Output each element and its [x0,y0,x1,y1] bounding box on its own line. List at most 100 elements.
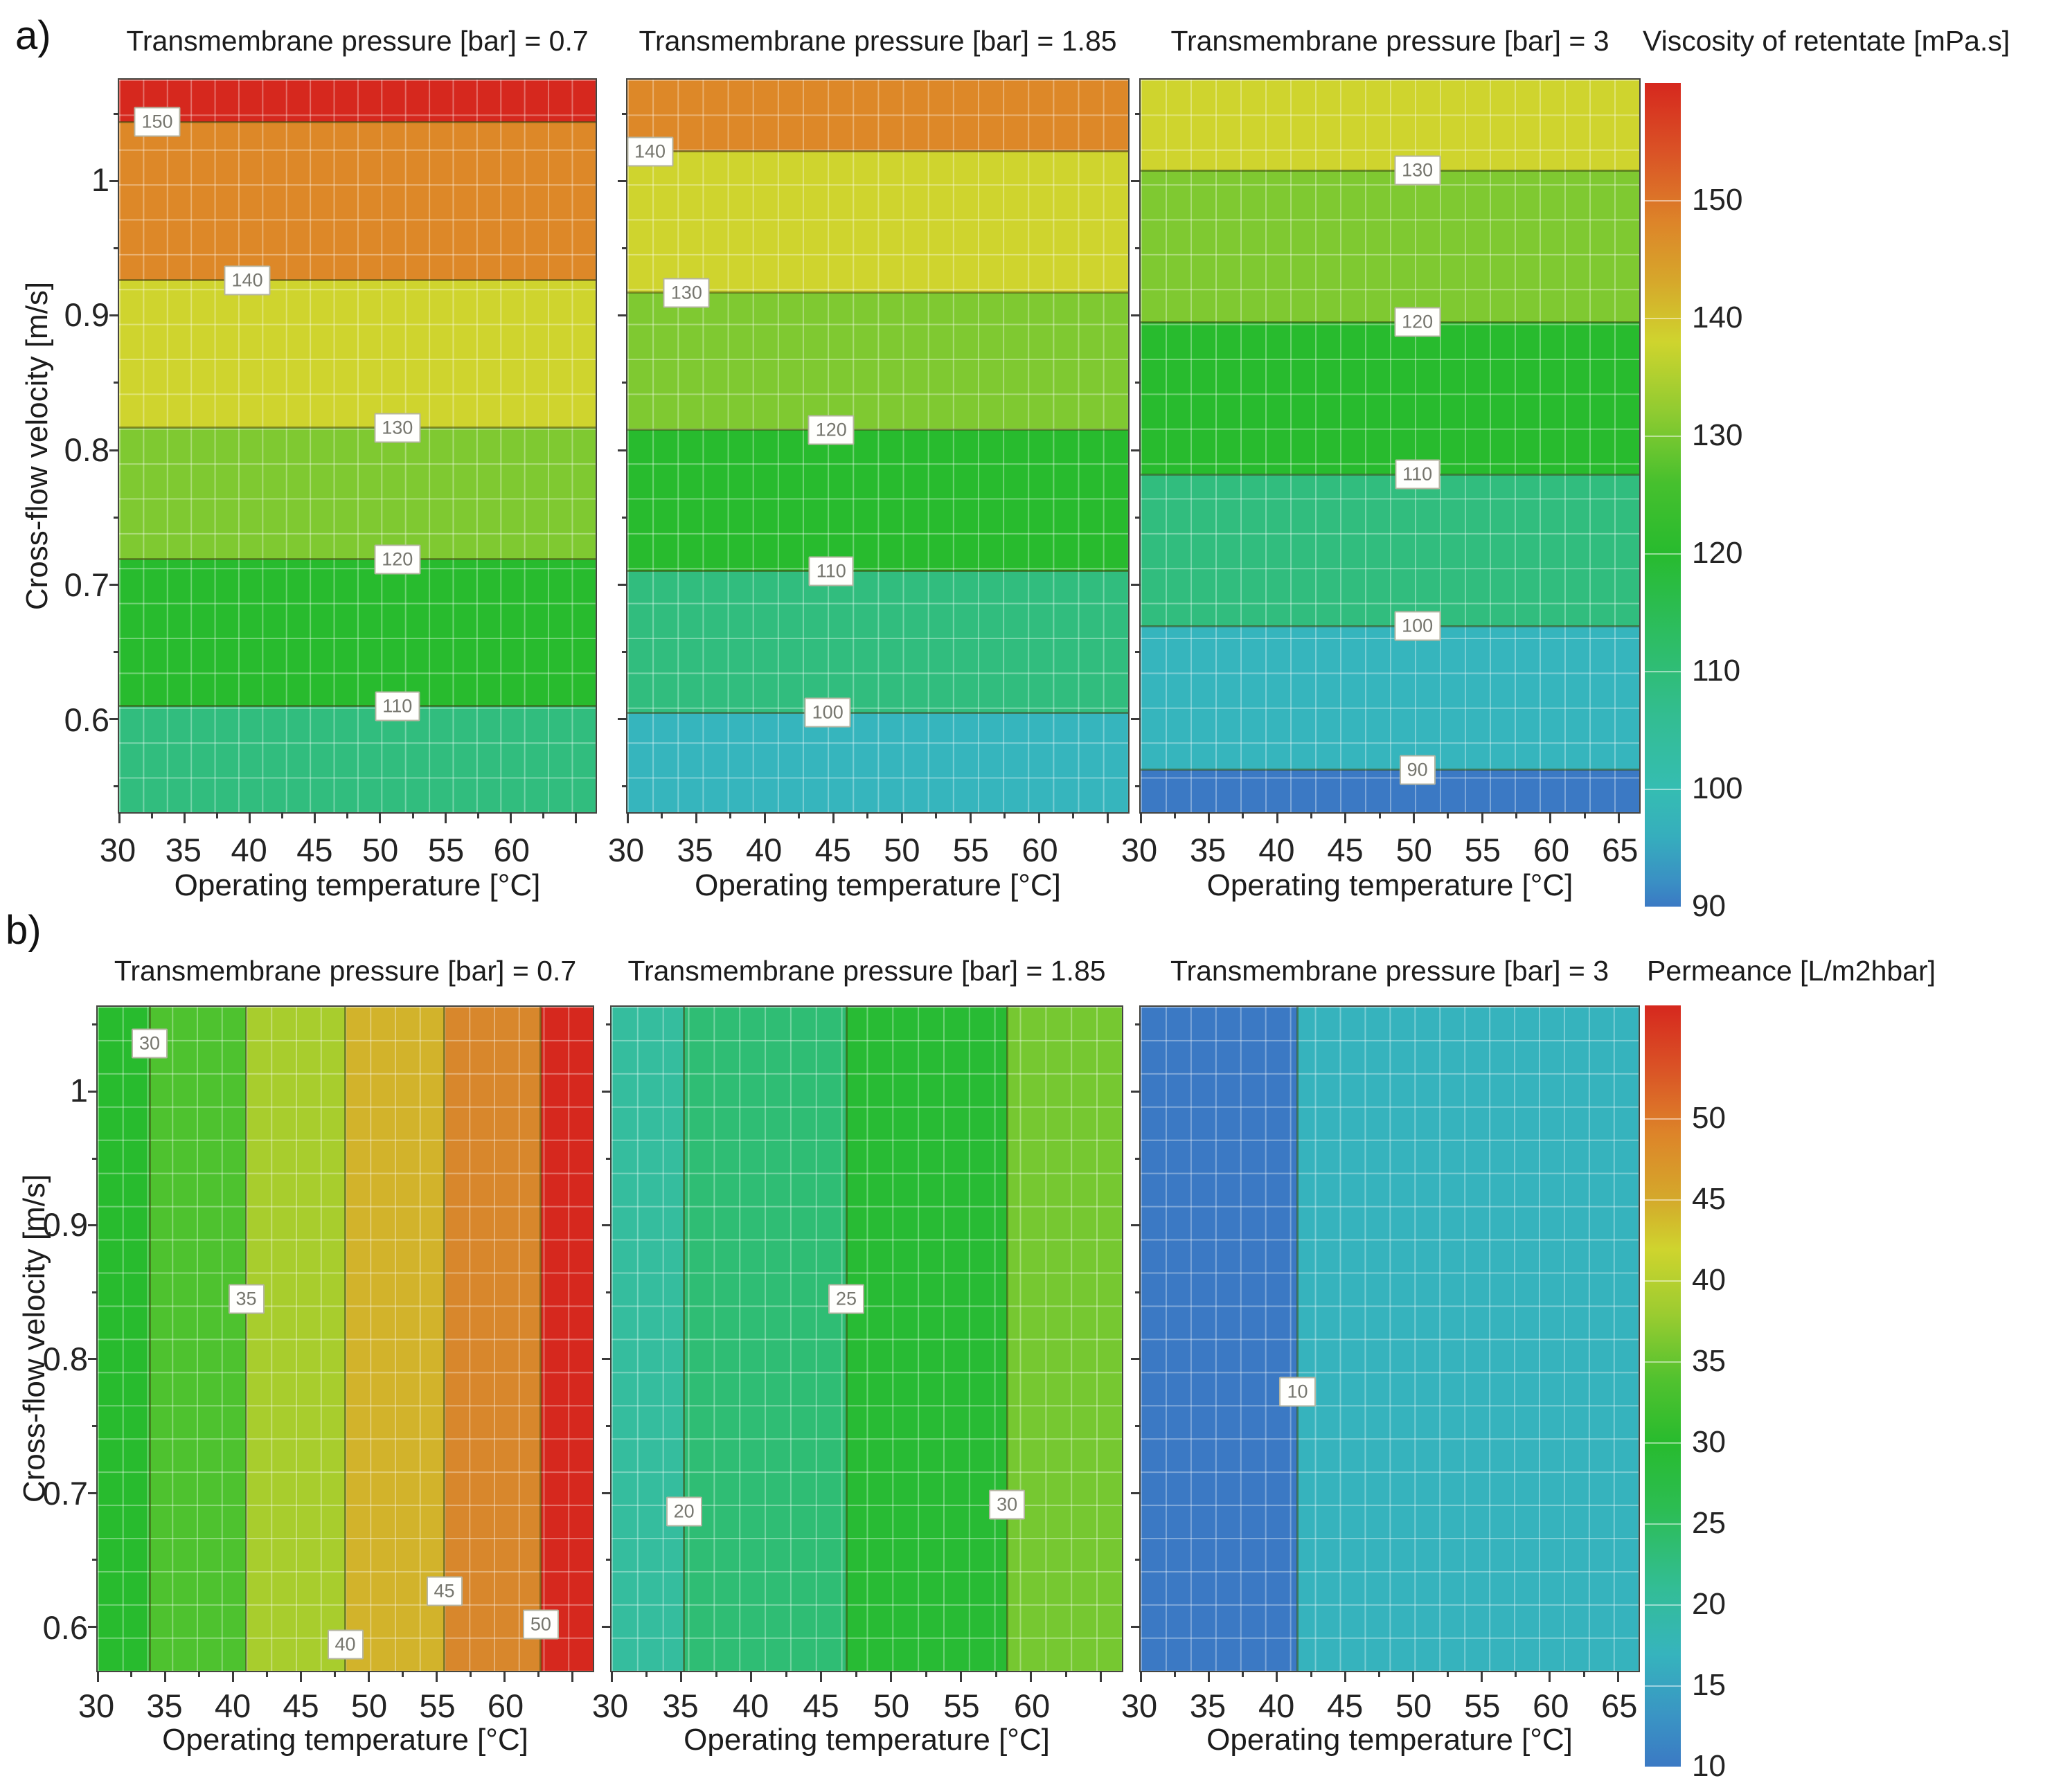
row-a-panel1-x-axis-label: Operating temperature [°C] [174,868,541,902]
x-axis-tick [1242,1671,1244,1677]
x-axis-tick [1030,1671,1033,1682]
x-axis-tick [300,1671,303,1682]
contour-band [444,1007,541,1671]
x-axis-tick [1310,1671,1312,1677]
x-axis-tick [1515,1671,1517,1677]
colorbar-tick [1645,671,1681,672]
grid-lines [119,80,596,812]
row-b-panel3-title: Transmembrane pressure [bar] = 3 [1170,955,1609,987]
y-axis-tick [92,1424,98,1427]
grid-lines [1141,80,1639,812]
x-axis-tick [183,812,186,823]
x-tick-label: 55 [419,1687,456,1724]
row-b-colorbar-title: Permeance [L/m2hbar] [1647,955,1936,987]
x-axis-tick [1344,1671,1346,1682]
x-axis-tick [925,1671,927,1677]
x-axis-tick [96,1671,99,1682]
x-axis-tick [866,812,869,818]
x-axis-tick [1072,812,1075,818]
contour-band [1297,1007,1639,1671]
contour-label: 25 [828,1284,865,1314]
contour-band [627,571,1128,713]
contour-line [1296,1007,1299,1671]
x-tick-label: 45 [1326,1687,1364,1724]
x-axis-tick [1549,1671,1551,1682]
contour-label: 130 [663,278,710,308]
colorbar [1645,1005,1681,1768]
colorbar-tick-label: 110 [1692,654,1741,688]
contour-band [1007,1007,1122,1671]
x-axis-tick [680,1671,683,1682]
y-tick-label: 1 [91,161,109,199]
grid-lines [612,1007,1122,1671]
contour-panel-fill [119,80,596,812]
contour-label: 90 [1399,755,1436,785]
contour-panel: 150 140 130 120 110 [109,78,597,823]
y-axis-tick [602,1358,612,1361]
y-axis-tick [622,785,627,788]
contour-label: 50 [522,1609,559,1640]
contour-label: 100 [1394,611,1441,641]
x-axis-tick [763,812,766,823]
x-tick-label: 50 [884,832,920,868]
y-tick-label: 0.9 [64,296,109,334]
y-axis-tick [114,112,119,115]
colorbar-tick [1645,1280,1681,1282]
x-axis-tick [436,1671,438,1682]
y-axis-tick [606,1424,612,1427]
contour-line [1006,1007,1008,1671]
row-b-panel2-x-axis-label: Operating temperature [°C] [684,1723,1050,1757]
x-axis-tick [1413,812,1416,823]
y-axis-tick [602,1625,612,1628]
contour-label: 40 [327,1629,364,1660]
x-tick-label: 60 [1533,1687,1569,1724]
x-axis-tick [610,1671,613,1682]
y-axis-tick [88,1224,98,1227]
y-axis-tick [618,583,627,586]
colorbar-tick-label: 25 [1692,1505,1726,1540]
x-tick-label: 60 [493,832,530,868]
contour-panel-fill [98,1007,593,1671]
contour-panel-fill [1141,80,1639,812]
colorbar-tick-label: 30 [1692,1424,1726,1459]
colorbar-tick [1645,1604,1681,1606]
x-tick-label: 65 [1601,1687,1638,1724]
y-axis-tick [1135,650,1141,653]
x-axis-tick [1582,1671,1585,1677]
colorbar-tick [1645,1118,1681,1120]
y-axis-tick [1131,1358,1141,1361]
y-tick-label: 0.8 [42,1340,88,1377]
x-tick-label: 40 [746,832,783,868]
y-axis-tick [602,1224,612,1227]
colorbar-tick [1645,1199,1681,1201]
contour-line [1141,769,1639,771]
x-tick-label: 55 [1464,1687,1501,1724]
x-tick-label: 55 [427,832,465,868]
contour-line [627,429,1128,431]
contour-line [119,558,596,561]
contour-band [612,1007,684,1671]
x-axis-tick [832,812,835,823]
contour-label: 110 [808,556,854,586]
x-axis-tick [1106,812,1109,823]
y-axis-tick [618,314,627,317]
x-axis-tick [575,812,578,823]
contour-line [1141,321,1639,323]
x-axis-tick [1378,812,1381,818]
y-axis-tick [1131,1090,1141,1093]
x-axis-tick [314,812,316,823]
colorbar-tick-label: 15 [1692,1667,1726,1702]
contour-label: 120 [808,415,855,445]
contour-band [1141,322,1639,475]
x-axis-tick [379,812,382,823]
x-axis-tick [1139,1671,1142,1682]
x-tick-label: 60 [1013,1687,1051,1724]
grid-lines [1141,1007,1639,1671]
y-axis-tick [92,1023,98,1026]
contour-label: 130 [1394,155,1441,186]
colorbar-tick-label: 50 [1692,1100,1726,1135]
x-axis-tick [935,812,938,818]
colorbar-tick [1645,789,1681,790]
x-axis-tick [130,1671,133,1677]
x-tick-label: 50 [362,832,399,868]
